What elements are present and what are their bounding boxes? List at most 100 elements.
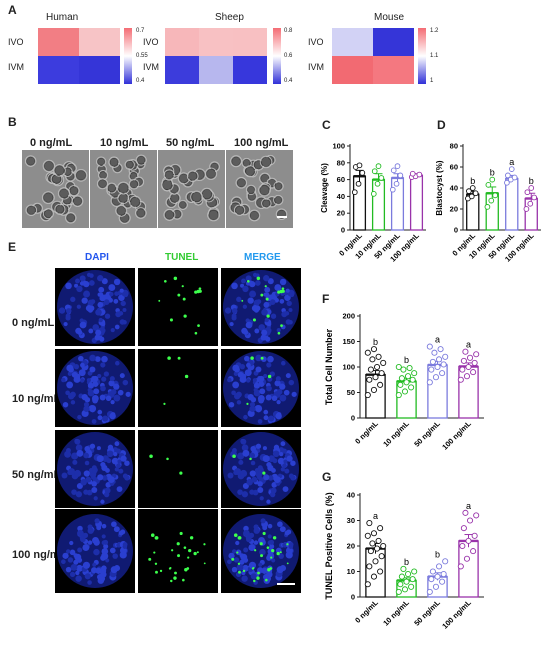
- nucleus: [99, 576, 106, 582]
- tunel-dot: [158, 299, 161, 302]
- group-label: 100 ng/mL: [234, 137, 289, 149]
- nucleus: [65, 315, 71, 321]
- embryo-core: [129, 172, 138, 180]
- nucleus: [257, 481, 263, 487]
- data-point: [374, 180, 381, 187]
- tunel-dot: [173, 276, 178, 281]
- data-point: [484, 204, 491, 210]
- heatmap-cell: [199, 56, 233, 84]
- embryo-core: [59, 188, 69, 199]
- nucleus: [124, 460, 130, 466]
- data-point: [462, 348, 469, 355]
- nucleus: [263, 415, 269, 421]
- heatmap-title: Mouse: [374, 12, 405, 23]
- nucleus: [258, 324, 266, 331]
- nucleus: [267, 464, 274, 472]
- nucleus: [96, 455, 104, 463]
- data-point: [466, 188, 472, 195]
- embryo-core: [179, 173, 189, 183]
- heatmap-cell: [38, 56, 79, 84]
- nucleus: [101, 534, 106, 539]
- nucleus: [255, 443, 262, 449]
- nucleus: [263, 409, 269, 415]
- nucleus: [276, 389, 283, 395]
- embryo-core: [169, 184, 179, 194]
- data-point: [373, 363, 381, 371]
- nucleus: [93, 496, 98, 501]
- embryo: [129, 195, 142, 209]
- nucleus: [270, 487, 277, 494]
- tunel-dot: [262, 471, 266, 475]
- embryo-core: [162, 179, 173, 190]
- nucleus: [87, 540, 93, 545]
- row-label: 0 ng/mL: [12, 317, 55, 329]
- nucleus: [109, 376, 115, 382]
- nucleus: [282, 463, 287, 469]
- tunel-dot: [181, 285, 184, 288]
- y-tick-label: 200: [342, 312, 355, 321]
- embryo: [24, 155, 37, 167]
- nucleus: [273, 476, 281, 483]
- nucleus: [101, 278, 108, 285]
- nucleus: [249, 290, 257, 298]
- embryo-core: [76, 170, 86, 181]
- nucleus: [89, 443, 96, 449]
- embryo-core: [247, 192, 256, 201]
- x-tick-label: 10 ng/mL: [381, 419, 411, 449]
- nucleus: [247, 393, 254, 401]
- heatmap-grid: [332, 28, 414, 84]
- x-tick-label: 50 ng/mL: [412, 419, 442, 449]
- tunel-dot: [280, 324, 283, 327]
- nucleus: [262, 455, 270, 463]
- embryo: [241, 157, 252, 169]
- embryo-core: [44, 209, 53, 218]
- embryo-core: [55, 205, 64, 214]
- tunel-dot: [177, 356, 181, 360]
- nucleus: [105, 558, 110, 563]
- nucleus: [235, 391, 242, 398]
- embryo: [65, 212, 77, 224]
- nucleus: [246, 536, 252, 543]
- data-point: [408, 384, 415, 391]
- nucleus: [108, 284, 116, 292]
- nucleus: [248, 544, 256, 552]
- data-point: [359, 170, 366, 176]
- nucleus: [73, 559, 79, 565]
- tunel-dot: [232, 454, 236, 459]
- row-label: 50 ng/mL: [12, 469, 61, 481]
- nucleus: [104, 313, 111, 319]
- data-point: [403, 379, 410, 386]
- stain-label-tunel: TUNEL: [165, 252, 199, 263]
- nucleus: [241, 278, 246, 284]
- tunel-dot: [257, 571, 260, 575]
- nucleus: [228, 402, 235, 408]
- bar: [409, 174, 424, 231]
- nucleus: [261, 329, 268, 336]
- nucleus: [70, 400, 76, 405]
- nucleus: [105, 291, 111, 297]
- nucleus: [86, 489, 93, 496]
- data-point: [372, 558, 379, 565]
- tunel-dot: [149, 454, 153, 459]
- merge-image: [221, 509, 301, 593]
- chart-tunel-positive: TUNEL Positive Cells (%) 0 10 20 30 40 a 0 ng/m…: [324, 491, 484, 631]
- nucleus: [111, 521, 117, 528]
- nucleus: [76, 304, 82, 309]
- nucleus: [85, 476, 92, 483]
- nucleus: [110, 327, 115, 333]
- nucleus: [73, 469, 82, 478]
- nucleus: [233, 557, 240, 563]
- nucleus: [281, 360, 286, 366]
- nucleus: [257, 395, 265, 402]
- nucleus: [257, 474, 262, 480]
- nucleus: [284, 530, 290, 536]
- nucleus: [65, 566, 72, 573]
- nucleus: [115, 448, 121, 454]
- nucleus: [95, 329, 102, 336]
- nucleus: [91, 419, 97, 424]
- nucleus: [245, 321, 253, 329]
- nucleus: [80, 536, 86, 543]
- nucleus: [74, 438, 79, 444]
- data-point: [366, 376, 373, 383]
